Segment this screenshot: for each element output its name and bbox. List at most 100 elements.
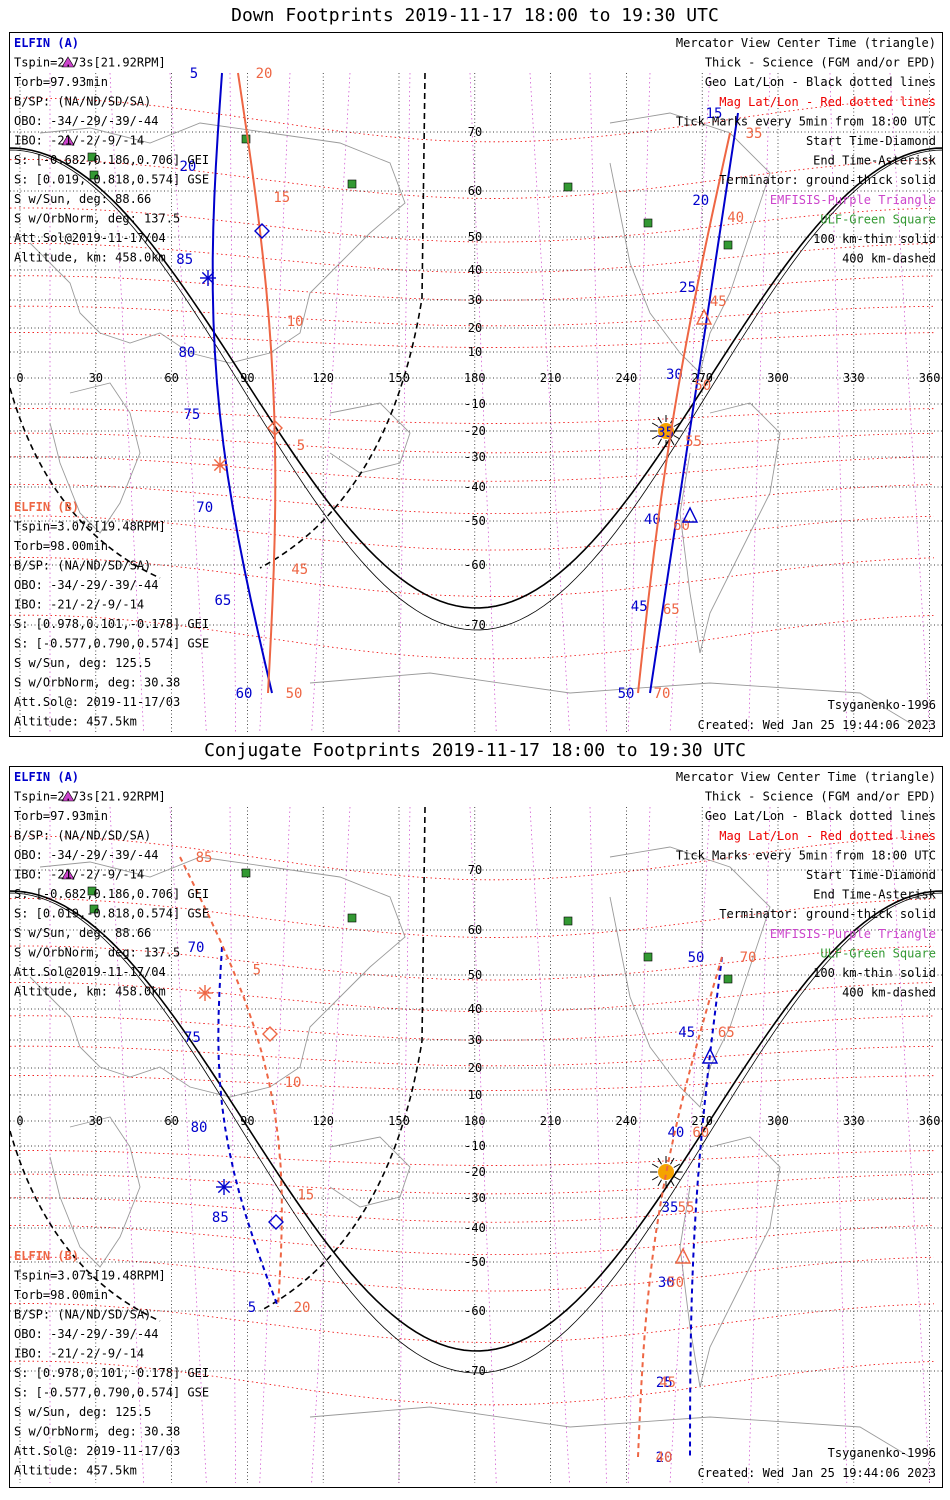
elfin-b-east-track-tick-label: 40: [727, 210, 744, 226]
elfin-b-name: ELFIN (B): [14, 500, 79, 514]
geo-lat-tick-label: -60: [464, 558, 486, 572]
mag-lon-line: [229, 72, 236, 734]
mag-lat-line: [9, 1045, 935, 1067]
mag-lat-line: [9, 1015, 935, 1041]
geo-lat-tick-label: 40: [468, 263, 482, 277]
elfin-a-west-track-tick-label: 70: [196, 500, 213, 516]
geo-lat-tick-label: -30: [464, 1191, 486, 1205]
elfin-a-info-line: Altitude, km: 458.0km: [14, 985, 166, 999]
elfin-a-west-track-tick-label: 85: [176, 252, 193, 268]
asterisk-marker-icon: [217, 1180, 231, 1194]
geo-lat-tick-label: 60: [468, 923, 482, 937]
ulf-square-icon: [347, 179, 357, 189]
elfin-a-info-line: OBO: -34/-29/-39/-44: [14, 114, 159, 128]
elfin-b-east-track-tick-label: 60: [673, 518, 690, 534]
elfin-b-info-line: IBO: -21/-2/-9/-14: [14, 1347, 144, 1361]
geo-lon-tick-label: 120: [312, 371, 334, 385]
terminator-400km-line: [259, 806, 426, 1312]
sun-ray: [657, 416, 662, 424]
elfin-b-info-line: S w/OrbNorm, deg: 30.38: [14, 1425, 180, 1439]
legend-line: EMFISIS-Purple Triangle: [770, 927, 936, 941]
emfisis-triangle-icon: [61, 790, 75, 802]
mag-lat-line: [9, 275, 935, 301]
elfin-a-west-track-line: [217, 946, 279, 1308]
elfin-a-info-line: Tspin=2.73s[21.92RPM]: [14, 790, 166, 804]
sun-ray: [673, 1163, 681, 1168]
elfin-b-east-track-tick-label: 55: [685, 434, 702, 450]
elfin-b-info-line: S w/OrbNorm, deg: 30.38: [14, 676, 180, 690]
geo-lon-tick-label: 30: [89, 1114, 103, 1128]
mag-lon-line: [889, 72, 930, 734]
geo-lat-tick-label: -10: [464, 397, 486, 411]
sun-ray: [673, 1176, 681, 1181]
triangle-marker-icon: [701, 1047, 719, 1064]
emfisis-triangle-icon: [61, 56, 75, 68]
geo-lat-tick-label: 50: [468, 968, 482, 982]
mag-lat-line: [9, 97, 935, 143]
mag-lat-line: [9, 159, 935, 199]
elfin-a-info-line: S w/Sun, deg: 88.66: [14, 192, 151, 206]
elfin-b-info-line: OBO: -34/-29/-39/-44: [14, 578, 159, 592]
elfin-b-info-line: S w/Sun, deg: 125.5: [14, 1405, 151, 1419]
elfin-a-west-track-line: [211, 72, 273, 694]
created-label: Created: Wed Jan 25 19:44:06 2023: [698, 718, 936, 732]
geo-lon-tick-label: 180: [464, 1114, 486, 1128]
elfin-a-info-line: S: [-0.682,0.186,0.706] GEI: [14, 887, 209, 901]
geo-lat-tick-label: -40: [464, 480, 486, 494]
legend-line: Mercator View Center Time (triangle): [676, 36, 936, 50]
coastline: [49, 382, 141, 534]
created-label: Created: Wed Jan 25 19:44:06 2023: [698, 1466, 936, 1480]
geo-lat-tick-label: -60: [464, 1304, 486, 1318]
legend-line: Thick - Science (FGM and/or EPD): [705, 790, 936, 804]
geo-lat-tick-label: 30: [468, 293, 482, 307]
triangle-marker-icon: [695, 308, 713, 325]
legend-line: 400 km-dashed: [842, 252, 936, 266]
elfin-a-west-track-tick-label: 75: [184, 1030, 201, 1046]
geo-lat-tick-label: 30: [468, 1033, 482, 1047]
terminator-400km-line: [259, 72, 426, 569]
conjugate-footprints-map: 0 30 60 90 120 150 180 210 240 270 300 330 360706050…: [0, 770, 950, 1484]
mag-lon-line: [627, 72, 651, 734]
elfin-a-east-track-tick-label: 25: [656, 1375, 673, 1391]
elfin-b-info-line: B/SP: (NA/ND/SD/SA): [14, 1308, 151, 1322]
legend-line: Mag Lat/Lon - Red dotted lines: [719, 95, 936, 109]
sun-ray: [651, 1176, 659, 1181]
elfin-b-west-track-tick-label: 5: [253, 963, 261, 979]
asterisk-marker-icon: [213, 458, 227, 472]
mag-lon-line: [311, 806, 351, 1484]
mag-lat-line: [9, 898, 935, 938]
elfin-b-info-line: Att.Sol@: 2019-11-17/03: [14, 695, 180, 709]
elfin-a-east-track-tick-label: 45: [631, 599, 648, 615]
emfisis-triangle-icon: [61, 134, 75, 146]
geo-lon-tick-label: 360: [919, 371, 941, 385]
geo-lon-tick-label: 300: [767, 371, 789, 385]
mag-lon-line: [469, 806, 497, 1484]
geo-lat-tick-label: 70: [468, 125, 482, 139]
ulf-square-icon: [87, 152, 97, 162]
mag-lon-line: [109, 806, 145, 1484]
ulf-square-icon: [241, 134, 251, 144]
geo-lon-tick-label: 180: [464, 371, 486, 385]
legend-line: ULF-Green Square: [820, 946, 936, 960]
mag-lat-line: [9, 515, 935, 551]
terminator-400km-left-line: [9, 1130, 161, 1322]
mag-lat-line: [9, 1075, 935, 1091]
legend-line: Start Time-Diamond: [806, 868, 936, 882]
coastline: [679, 402, 781, 654]
geo-lat-tick-label: -70: [464, 1364, 486, 1378]
coastline: [49, 1116, 141, 1268]
sun-ray: [657, 1179, 662, 1187]
elfin-b-west-track-tick-label: 50: [286, 686, 303, 702]
mag-lat-line: [9, 1360, 935, 1406]
sun-ray: [670, 438, 675, 446]
elfin-a-info-line: Att.Sol@2019-11-17/04: [14, 965, 166, 979]
ulf-square-icon: [87, 886, 97, 896]
mag-lon-line: [169, 806, 207, 1484]
elfin-b-info-line: IBO: -21/-2/-9/-14: [14, 598, 144, 612]
legend-line: 400 km-dashed: [842, 986, 936, 1000]
elfin-b-west-track-tick-label: 45: [291, 562, 308, 578]
sun-icon: [658, 1164, 674, 1180]
geo-lat-tick-label: 40: [468, 1002, 482, 1016]
coastline: [309, 1406, 911, 1458]
sun-ray: [670, 1179, 675, 1187]
